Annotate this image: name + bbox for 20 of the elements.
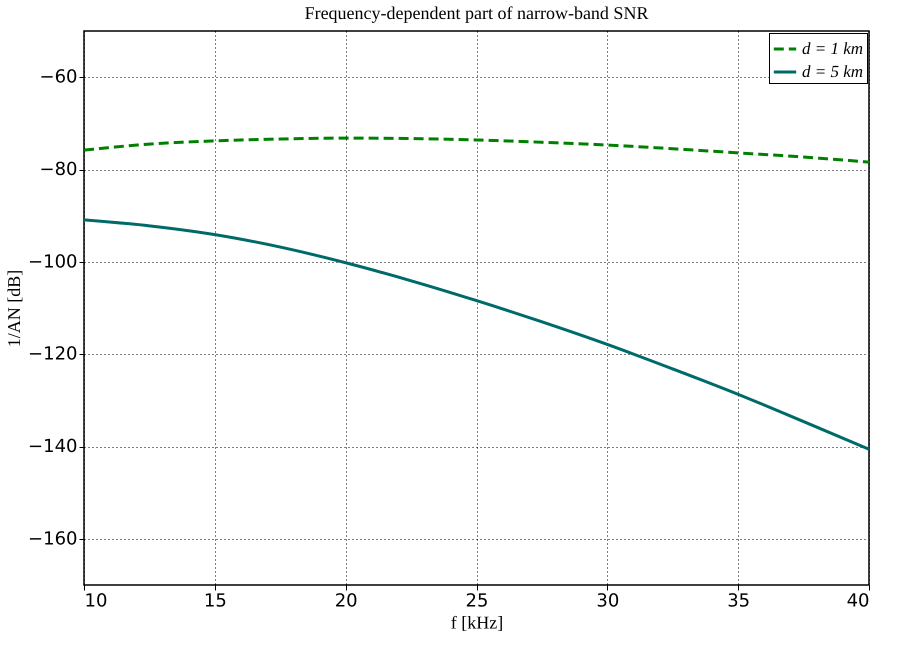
legend-label: d = 5 km — [802, 62, 864, 81]
x-axis-title: f [kHz] — [450, 612, 504, 632]
x-tick-label: 25 — [466, 590, 488, 612]
x-tick-label: 35 — [727, 590, 750, 612]
y-tick-label: −160 — [28, 528, 78, 550]
chart-title: Frequency-dependent part of narrow-band SNR — [304, 3, 648, 23]
y-tick-label: −100 — [28, 251, 78, 272]
x-tick-label: 20 — [334, 590, 358, 612]
line-series — [82, 218, 870, 451]
x-tick-label: 30 — [596, 590, 620, 612]
y-tick-label: −120 — [28, 344, 78, 365]
x-tick-label: 40 — [846, 590, 870, 612]
line-series — [82, 136, 870, 164]
y-tick-label: −140 — [28, 436, 78, 457]
y-axis-title: 1/AN [dB] — [4, 270, 24, 348]
y-tick-label: −60 — [40, 66, 78, 88]
y-tick-label: −80 — [40, 159, 78, 180]
legend-label: d = 1 km — [802, 39, 864, 58]
x-tick-label: 15 — [204, 590, 227, 612]
x-tick-label: 10 — [84, 590, 108, 612]
